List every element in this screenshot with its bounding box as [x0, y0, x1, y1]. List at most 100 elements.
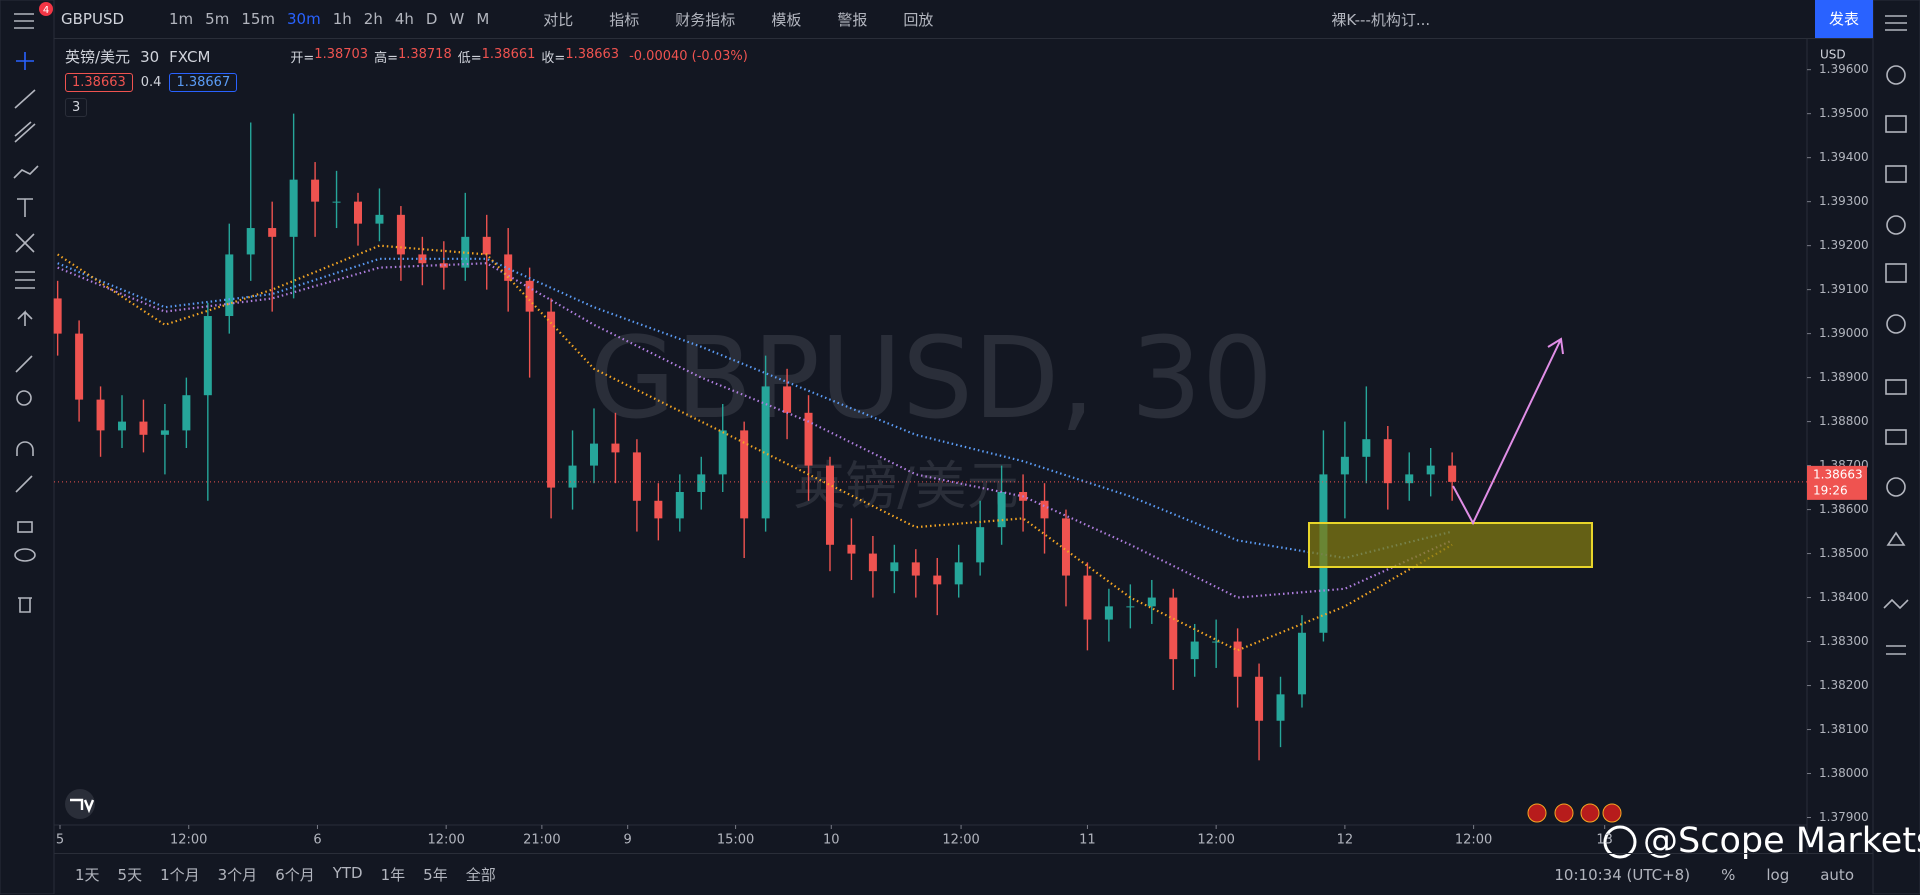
eye-tool[interactable] — [14, 548, 36, 562]
tool-button[interactable]: 模板 — [771, 10, 802, 29]
candle-body — [804, 412, 813, 466]
candle-body — [225, 254, 234, 317]
y-tick-label: 1.38800 — [1819, 414, 1869, 428]
interval[interactable]: M — [476, 10, 490, 28]
cross-tool[interactable] — [16, 52, 34, 70]
range-button[interactable]: 全部 — [465, 866, 496, 884]
event-flag[interactable] — [1527, 803, 1547, 823]
bid[interactable]: 1.38663 — [65, 73, 133, 92]
trash-tool[interactable] — [18, 597, 32, 613]
zone-rect[interactable] — [1308, 522, 1593, 568]
pattern-tool[interactable] — [13, 165, 39, 179]
bottom-options: 10:10:34 (UTC+8) % log auto — [1545, 866, 1863, 884]
candle-body — [890, 562, 899, 572]
chat2-icon[interactable] — [1885, 429, 1907, 445]
zoom-tool[interactable] — [16, 390, 32, 406]
scale-option[interactable]: % — [1721, 865, 1736, 884]
range-button[interactable]: 5天 — [117, 866, 143, 884]
watchlist-icon[interactable] — [1885, 15, 1907, 31]
collapsed-indicators[interactable]: 3 — [65, 98, 88, 117]
publish-button[interactable]: 发表 — [1814, 0, 1873, 38]
alert-icon[interactable] — [1886, 65, 1906, 85]
countdown: 19:26 — [1813, 483, 1848, 497]
tool-button[interactable]: 对比 — [543, 10, 574, 29]
ask[interactable]: 1.38667 — [169, 73, 238, 92]
ideas-icon[interactable] — [1883, 598, 1909, 610]
range-button[interactable]: 6个月 — [275, 866, 315, 884]
notification-badge — [39, 2, 53, 16]
candle-body — [96, 399, 105, 431]
legend: 英镑/美元 30 FXCM 开= 1.38703 高= 1.38718 低= 1.3866… — [65, 46, 748, 117]
interval[interactable]: 4h — [394, 10, 414, 28]
pencil-tool[interactable] — [15, 475, 33, 493]
interval[interactable]: 30m — [287, 10, 321, 28]
tool-button[interactable]: 财务指标 — [675, 10, 736, 29]
fib-tool[interactable] — [15, 233, 35, 253]
interval[interactable]: 1m — [169, 10, 194, 28]
tool-button[interactable]: 回放 — [903, 10, 934, 29]
candle-body — [525, 280, 534, 312]
candle-body — [375, 214, 384, 224]
range-button[interactable]: 1个月 — [160, 866, 200, 884]
interval[interactable]: 1h — [332, 10, 352, 28]
lock-tool[interactable] — [17, 521, 33, 533]
ruler-tool[interactable] — [15, 355, 33, 373]
candle-body — [1297, 632, 1306, 695]
event-flag[interactable] — [1554, 803, 1574, 823]
range-button[interactable]: 1天 — [75, 866, 100, 884]
range-button[interactable]: 5年 — [423, 866, 448, 884]
candle-body — [1340, 456, 1349, 475]
magnet-tool[interactable] — [16, 441, 34, 456]
dom-icon[interactable] — [1886, 645, 1906, 655]
interval[interactable]: 5m — [205, 10, 230, 28]
tv-logo[interactable] — [65, 789, 95, 819]
news-icon[interactable] — [1885, 115, 1907, 133]
ohlc-item: 开= 1.38703 — [290, 47, 368, 66]
calendar-icon[interactable] — [1885, 165, 1907, 183]
candle-body — [825, 465, 834, 545]
arrow-tool[interactable] — [17, 310, 33, 326]
menu-icon[interactable] — [14, 13, 34, 29]
stream-icon[interactable] — [1886, 477, 1906, 497]
candle-body — [396, 214, 405, 255]
notify-icon[interactable] — [1886, 531, 1906, 546]
layout-name[interactable]: 裸K---机构订... — [1331, 10, 1431, 29]
y-tick-label: 1.38300 — [1819, 634, 1869, 648]
text-tool[interactable] — [17, 198, 33, 217]
y-tick-label: 1.39500 — [1819, 106, 1869, 120]
candle-body — [589, 443, 598, 466]
symbol[interactable]: GBPUSD — [61, 10, 125, 28]
grid-icon[interactable] — [1885, 263, 1907, 283]
candle-body — [632, 452, 641, 501]
y-tick-label: 1.38200 — [1819, 678, 1869, 692]
channel-tool[interactable] — [14, 121, 36, 143]
interval[interactable]: W — [449, 10, 465, 28]
y-tick-label: 1.39100 — [1819, 282, 1869, 296]
chat-icon[interactable] — [1885, 379, 1907, 395]
range-button[interactable]: YTD — [332, 864, 363, 882]
projection-arrow[interactable] — [1452, 337, 1564, 526]
scale-option[interactable]: log — [1766, 865, 1790, 884]
tool-button[interactable]: 警报 — [837, 10, 868, 29]
range-button[interactable]: 3个月 — [217, 866, 258, 884]
data-icon[interactable] — [1886, 215, 1906, 235]
candle-body — [911, 562, 920, 576]
y-tick-label: 1.38600 — [1819, 502, 1869, 516]
idea-icon[interactable] — [1886, 314, 1906, 334]
scale-option[interactable]: auto — [1820, 865, 1854, 884]
interval[interactable]: D — [425, 10, 438, 28]
candle-body — [1255, 676, 1264, 721]
range-button[interactable]: 1年 — [380, 866, 406, 884]
interval[interactable]: 15m — [241, 10, 276, 28]
interval[interactable]: 2h — [363, 10, 383, 28]
event-flag[interactable] — [1602, 803, 1622, 823]
measure-tool[interactable] — [15, 271, 35, 289]
tool-button[interactable]: 指标 — [609, 10, 640, 29]
candle-body — [354, 201, 363, 224]
event-flag[interactable] — [1580, 803, 1600, 823]
brand-watermark: @Scope Markets — [1643, 821, 1920, 861]
right-icons — [1883, 15, 1909, 655]
line-tool[interactable] — [14, 89, 36, 109]
